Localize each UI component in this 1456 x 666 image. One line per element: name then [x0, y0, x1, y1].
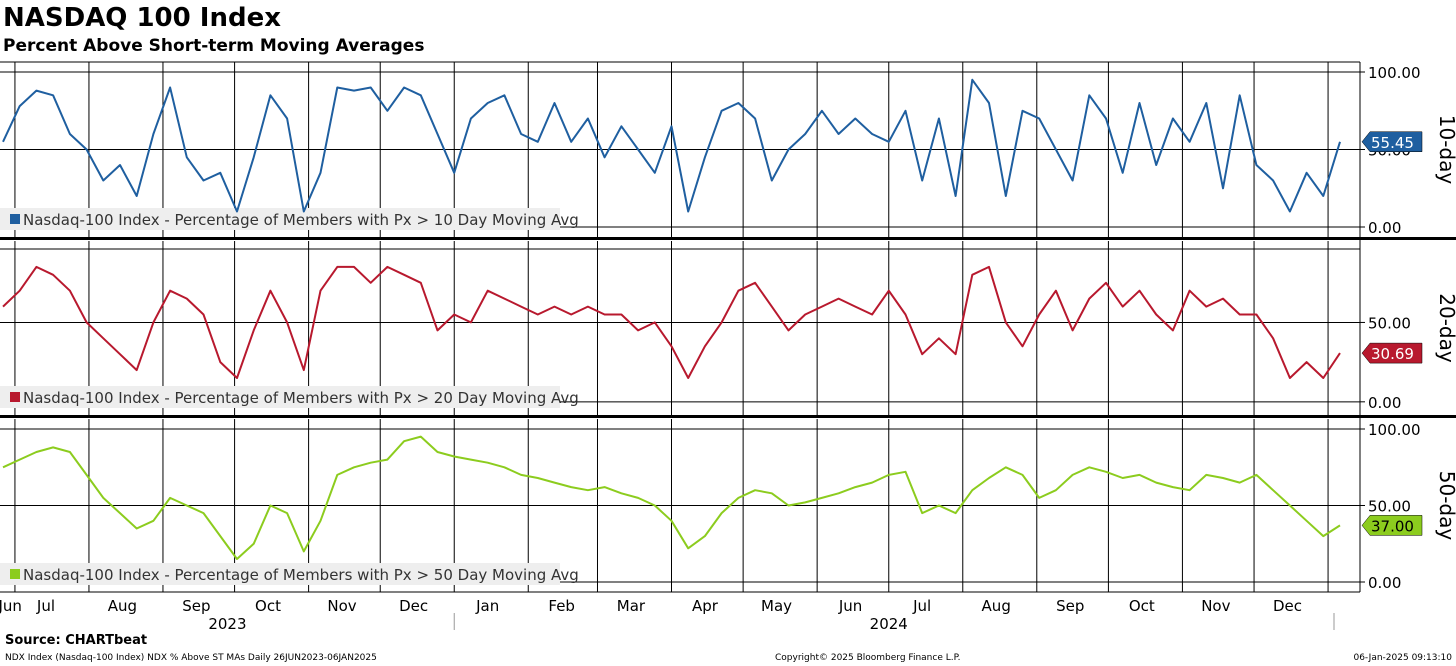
x-tick-label: Nov — [1201, 597, 1230, 615]
chart-canvas: 100.00 50.00 0.00 Nasdaq-100 Index - Percen… — [0, 61, 1456, 630]
year-label: 2023 — [208, 615, 246, 630]
legend-label: Nasdaq-100 Index - Percentage of Members… — [23, 389, 579, 407]
x-tick-label: Jan — [475, 597, 499, 615]
y-tick-label: 100.00 — [1368, 421, 1421, 439]
legend-box — [0, 208, 560, 230]
last-value-label: 37.00 — [1371, 517, 1414, 535]
footer-copyright: Copyright© 2025 Bloomberg Finance L.P. — [775, 653, 961, 663]
y-tick-label: 50.00 — [1368, 314, 1411, 332]
last-value-label: 30.69 — [1371, 345, 1414, 363]
x-tick-label: Sep — [1056, 597, 1084, 615]
x-tick-label: Mar — [617, 597, 646, 615]
legend-label: Nasdaq-100 Index - Percentage of Members… — [23, 566, 579, 584]
footer-series-info: NDX Index (Nasdaq-100 Index) NDX % Above… — [5, 653, 377, 663]
legend-swatch — [10, 214, 20, 224]
x-tick-label: Oct — [1129, 597, 1155, 615]
year-label: 2024 — [870, 615, 908, 630]
x-tick-label: Apr — [692, 597, 719, 615]
last-value-tag — [1361, 342, 1423, 364]
legend-box — [0, 386, 560, 408]
chart-title: NASDAQ 100 Index — [3, 3, 281, 33]
legend-swatch — [10, 392, 20, 402]
panel-label: 20-day — [1435, 293, 1456, 363]
x-tick-label: Jul — [912, 597, 931, 615]
legend-swatch — [10, 569, 20, 579]
chart-subtitle: Percent Above Short-term Moving Averages — [3, 36, 425, 56]
panel-label: 10-day — [1435, 115, 1456, 185]
x-tick-label: Aug — [982, 597, 1011, 615]
x-tick-label: Sep — [182, 597, 210, 615]
legend-box — [0, 563, 560, 585]
legend-label: Nasdaq-100 Index - Percentage of Members… — [23, 211, 579, 229]
x-tick-label: Dec — [399, 597, 428, 615]
last-value-tag — [1361, 131, 1423, 152]
last-value-label: 55.45 — [1371, 134, 1414, 152]
y-tick-label: 0.00 — [1368, 574, 1401, 592]
x-tick-label: Jun — [0, 597, 22, 615]
x-tick-label: Jun — [838, 597, 862, 615]
x-tick-label: Dec — [1273, 597, 1302, 615]
footer-timestamp: 06-Jan-2025 09:13:10 — [1353, 653, 1452, 663]
source-note: Source: CHARTbeat — [5, 633, 148, 648]
panel-label: 50-day — [1435, 471, 1456, 541]
series-line-20-day — [2, 265, 1341, 379]
x-tick-label: May — [761, 597, 792, 615]
y-tick-label: 50.00 — [1368, 498, 1411, 516]
series-line-10-day — [2, 78, 1341, 213]
x-tick-label: Nov — [327, 597, 356, 615]
last-value-tag — [1361, 515, 1423, 536]
x-tick-label: Aug — [108, 597, 137, 615]
y-tick-label: 100.00 — [1368, 64, 1421, 82]
y-tick-label: 0.00 — [1368, 394, 1401, 412]
x-tick-label: Feb — [548, 597, 575, 615]
x-tick-label: Oct — [255, 597, 281, 615]
y-tick-label: 0.00 — [1368, 219, 1401, 237]
series-line-50-day — [2, 435, 1341, 560]
x-tick-label: Jul — [36, 597, 55, 615]
